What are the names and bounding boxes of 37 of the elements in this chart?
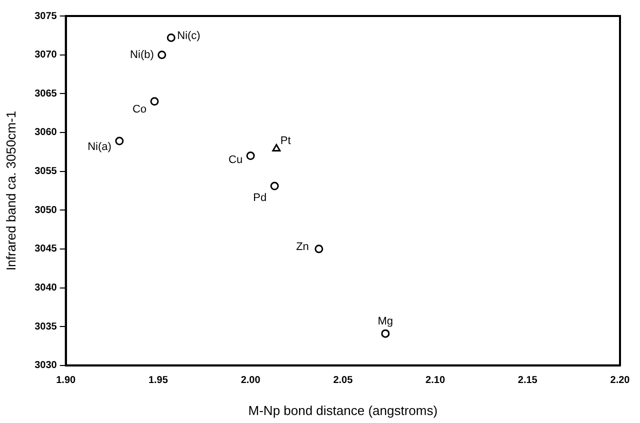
point <box>158 50 166 60</box>
point <box>272 144 281 152</box>
x-tick-label: 1.90 <box>56 375 76 386</box>
y-axis-title: Infrared band ca. 3050cm-1 <box>3 110 18 271</box>
y-tick-label: 3060 <box>34 127 58 138</box>
y-tick-label: 3035 <box>34 321 58 332</box>
annotation: Mg <box>378 316 394 328</box>
annotation: Pt <box>280 134 291 147</box>
x-axis-title: M-Np bond distance (angstroms) <box>248 402 438 418</box>
y-tick-label: 3070 <box>34 50 58 61</box>
annotation: Ni(b) <box>130 48 154 61</box>
x-tick-label: 2.20 <box>610 375 630 386</box>
annotation: Zn <box>296 240 309 253</box>
point <box>381 329 390 338</box>
y-tick-label: 3075 <box>34 10 58 22</box>
y-tick-label: 3050 <box>34 204 58 216</box>
annotation: Ni(c) <box>177 30 200 42</box>
point <box>314 244 324 254</box>
point <box>150 97 159 106</box>
y-tick-label: 3055 <box>34 166 58 178</box>
point <box>115 136 124 146</box>
x-tick-label: 2.05 <box>333 375 354 386</box>
annotation: Ni(a) <box>88 141 112 154</box>
annotation: Pd <box>253 192 267 204</box>
x-tick-label: 2.00 <box>240 375 261 386</box>
annotation: Co <box>132 103 147 116</box>
x-tick-label: 2.15 <box>518 375 538 386</box>
x-tick-label: 2.10 <box>426 375 446 386</box>
x-tick-label: 1.95 <box>148 375 168 386</box>
y-tick-label: 3045 <box>34 244 58 255</box>
point <box>246 152 255 160</box>
annotation: Cu <box>228 154 243 166</box>
point <box>166 33 176 42</box>
y-tick-label: 3030 <box>34 360 58 372</box>
y-tick-label: 3065 <box>34 88 58 100</box>
point <box>270 182 279 190</box>
y-tick-label: 3040 <box>34 282 58 294</box>
